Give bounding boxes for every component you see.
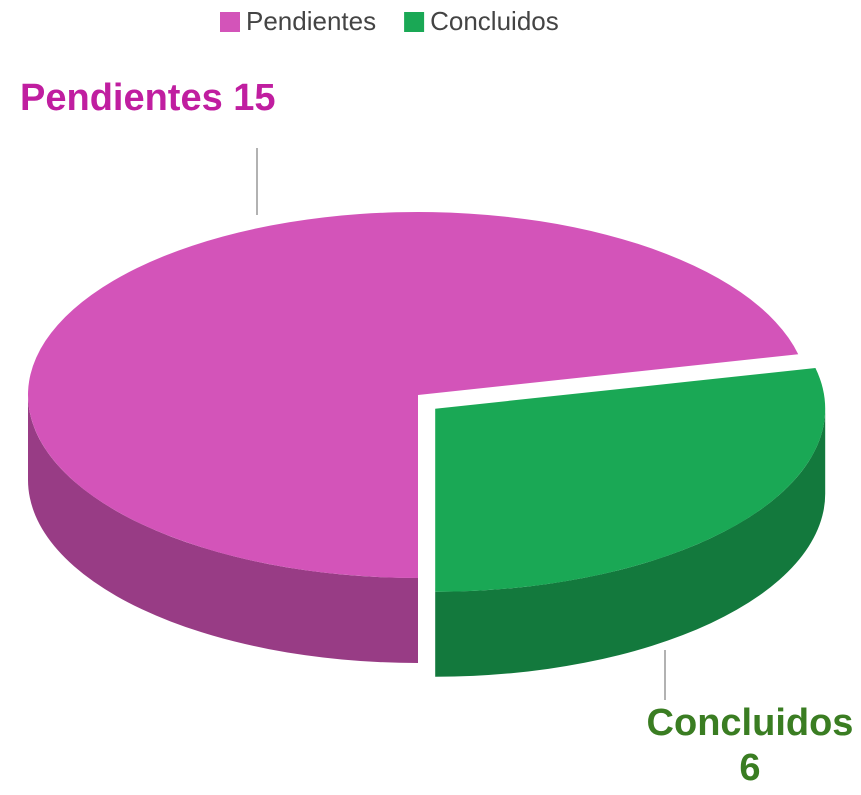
slice-side xyxy=(28,395,418,663)
slice xyxy=(435,367,826,592)
legend: Pendientes Concluidos xyxy=(220,6,559,36)
label-name: Concluidos xyxy=(647,702,854,744)
data-label: Concluidos 6 xyxy=(647,702,854,789)
legend-label: Concluidos xyxy=(430,6,559,36)
legend-swatch xyxy=(220,12,240,32)
legend-swatch xyxy=(404,12,425,32)
data-label: Pendientes 15 xyxy=(20,77,276,119)
legend-label: Pendientes xyxy=(246,6,376,36)
label-name: Pendientes xyxy=(20,77,223,119)
slice-side xyxy=(435,408,826,677)
label-value: 15 xyxy=(233,77,275,119)
slice xyxy=(28,212,799,578)
label-value: 6 xyxy=(739,747,760,789)
